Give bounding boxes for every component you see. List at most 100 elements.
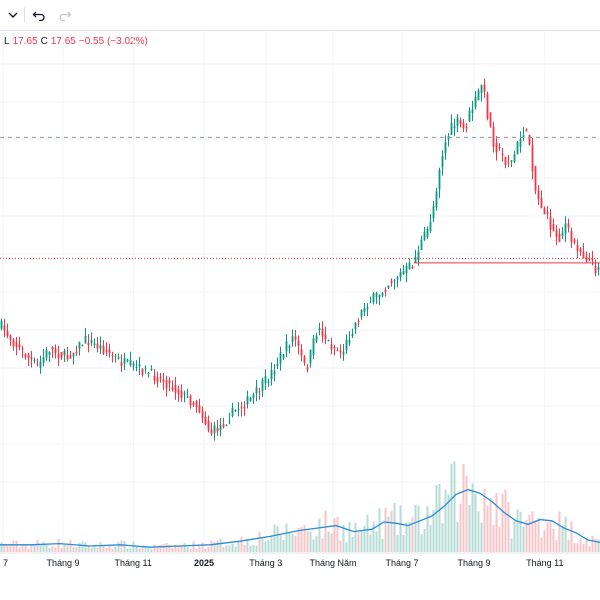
- candle-body: [144, 367, 147, 369]
- candle-body: [0, 320, 3, 329]
- candle-body: [303, 356, 306, 363]
- volume-bar: [567, 539, 570, 552]
- volume-bar: [531, 511, 534, 552]
- candle-body: [255, 387, 258, 394]
- candle-body: [282, 354, 285, 358]
- candle-body: [72, 352, 75, 357]
- volume-bar: [450, 463, 453, 552]
- volume-bar: [201, 542, 204, 552]
- volume-bar: [291, 533, 294, 552]
- volume-bar: [150, 548, 153, 552]
- candle-body: [234, 409, 237, 412]
- volume-bar: [288, 532, 291, 552]
- candle-body: [222, 424, 225, 428]
- candle-body: [321, 328, 324, 337]
- volume-bar: [516, 509, 519, 552]
- candle-body: [501, 153, 504, 156]
- volume-bar: [234, 546, 237, 552]
- candle-body: [246, 396, 249, 405]
- candle-body: [399, 272, 402, 278]
- volume-bar: [486, 505, 489, 552]
- candle-body: [561, 232, 564, 236]
- time-axis-label: Tháng Năm: [309, 558, 356, 568]
- volume-bar: [591, 536, 594, 552]
- candle-body: [279, 352, 282, 364]
- time-axis[interactable]: 7 Tháng 9 Tháng 11 2025 Tháng 3 Tháng Năm Thán…: [3, 558, 563, 568]
- volume-bar: [399, 505, 402, 552]
- volume-bar: [597, 539, 600, 552]
- volume-bar: [0, 542, 3, 552]
- volume-bar: [576, 543, 579, 552]
- candle-body: [495, 142, 498, 153]
- volume-bar: [387, 516, 390, 552]
- volume-bar: [246, 538, 249, 552]
- candle-body: [141, 369, 144, 375]
- candle-body: [81, 344, 84, 346]
- candle-body: [435, 191, 438, 208]
- volume-bar: [171, 547, 174, 552]
- time-axis-label: Tháng 3: [249, 558, 282, 568]
- volume-bar: [222, 547, 225, 552]
- candle-body: [249, 397, 252, 402]
- volume-bar: [102, 545, 105, 552]
- price-chart-canvas[interactable]: 7 Tháng 9 Tháng 11 2025 Tháng 3 Tháng Năm Thán…: [0, 30, 600, 600]
- volume-bar: [327, 531, 330, 552]
- volume-bar: [552, 529, 555, 552]
- volume-bar: [534, 520, 537, 552]
- volume-bar: [573, 543, 576, 552]
- candle-body: [198, 405, 201, 413]
- interval-dropdown-button[interactable]: [2, 4, 24, 26]
- candle-body: [432, 206, 435, 219]
- candle-body: [354, 322, 357, 329]
- candle-body: [408, 262, 411, 270]
- candle-body: [126, 359, 129, 362]
- candle-body: [468, 110, 471, 122]
- candle-body: [462, 122, 465, 129]
- volume-bar: [285, 523, 288, 552]
- volume-bar: [507, 502, 510, 552]
- low-value: 17.65: [12, 36, 38, 47]
- volume-bar: [147, 547, 150, 552]
- time-axis-label: Tháng 7: [385, 558, 418, 568]
- volume-bar: [333, 518, 336, 552]
- volume-bar: [195, 549, 198, 552]
- volume-bars: [0, 461, 600, 552]
- volume-bar: [192, 541, 195, 552]
- candle-body: [516, 141, 519, 155]
- volume-bar: [45, 544, 48, 552]
- candle-body: [15, 342, 18, 348]
- candle-body: [123, 358, 126, 364]
- candlestick-series: [0, 78, 600, 441]
- volume-bar: [48, 548, 51, 552]
- volume-bar: [543, 530, 546, 552]
- volume-bar: [267, 539, 270, 552]
- candle-body: [363, 307, 366, 312]
- candle-body: [84, 335, 87, 344]
- volume-bar: [21, 543, 24, 552]
- candle-body: [66, 354, 69, 360]
- candle-body: [429, 221, 432, 232]
- candle-body: [411, 266, 414, 269]
- volume-bar: [165, 542, 168, 552]
- volume-bar: [354, 522, 357, 552]
- undo-button[interactable]: [28, 4, 50, 26]
- volume-bar: [366, 514, 369, 552]
- volume-bar: [489, 498, 492, 552]
- candle-body: [558, 233, 561, 242]
- candle-body: [96, 343, 99, 349]
- candle-body: [396, 277, 399, 280]
- candle-body: [195, 401, 198, 408]
- candle-body: [75, 351, 78, 354]
- volume-bar: [537, 517, 540, 552]
- volume-bar: [240, 536, 243, 552]
- candle-body: [78, 342, 81, 349]
- volume-bar: [483, 488, 486, 552]
- candle-body: [573, 239, 576, 243]
- volume-bar: [159, 545, 162, 552]
- candle-body: [414, 257, 417, 263]
- redo-button[interactable]: [54, 4, 76, 26]
- volume-bar: [588, 546, 591, 552]
- candle-body: [153, 375, 156, 381]
- volume-bar: [330, 533, 333, 552]
- time-axis-label: Tháng 9: [46, 558, 79, 568]
